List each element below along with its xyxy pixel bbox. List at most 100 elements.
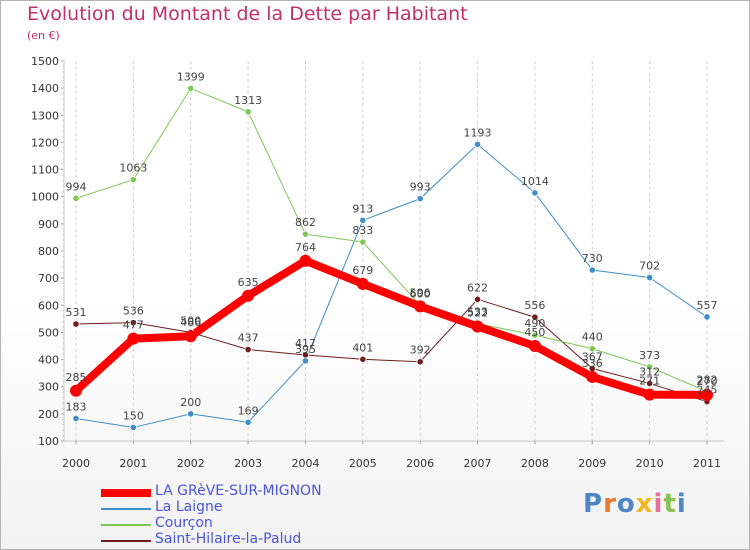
- data-point: [416, 195, 424, 203]
- data-point: [70, 384, 82, 397]
- data-label: 245: [697, 384, 718, 397]
- x-tick-label: 2010: [636, 457, 664, 470]
- data-label: 531: [66, 306, 87, 319]
- data-label: 596: [410, 286, 431, 299]
- data-label: 1063: [119, 162, 147, 175]
- legend-swatch: [101, 489, 151, 497]
- data-point: [646, 379, 654, 388]
- data-point: [588, 345, 596, 353]
- x-tick-label: 2006: [406, 457, 434, 470]
- y-tick-label: 1200: [31, 136, 59, 149]
- data-label: 1399: [177, 70, 205, 83]
- data-point: [359, 216, 367, 224]
- y-tick-label: 400: [38, 354, 59, 367]
- data-label: 183: [66, 400, 87, 413]
- logo-letter: i: [653, 489, 664, 519]
- y-tick-label: 200: [38, 408, 59, 421]
- data-point: [244, 108, 252, 116]
- data-label: 373: [639, 349, 660, 362]
- x-tick-label: 2002: [177, 457, 205, 470]
- data-label: 1014: [521, 175, 549, 188]
- data-label: 401: [352, 341, 373, 354]
- data-label: 270: [697, 375, 718, 388]
- data-point: [528, 340, 541, 352]
- x-tick-label: 2007: [464, 457, 492, 470]
- data-point: [72, 414, 80, 423]
- proxiti-logo: Proxiti: [583, 489, 687, 519]
- data-point: [187, 84, 195, 93]
- data-point: [588, 266, 596, 274]
- data-point: [701, 388, 713, 401]
- data-point: [127, 332, 140, 345]
- data-point: [129, 319, 137, 327]
- data-label: 994: [66, 180, 87, 193]
- data-label: 282: [697, 374, 718, 387]
- legend-label: La Laigne: [155, 499, 223, 515]
- chart-subtitle: (en €): [27, 29, 60, 42]
- data-point: [703, 313, 711, 321]
- data-label: 450: [524, 326, 545, 339]
- data-point: [643, 388, 656, 401]
- y-tick-label: 1300: [31, 109, 59, 122]
- data-point: [301, 230, 310, 238]
- data-label: 557: [697, 299, 718, 312]
- x-tick-label: 2004: [291, 457, 319, 470]
- x-tick-label: 2005: [349, 457, 377, 470]
- data-point: [359, 238, 367, 246]
- data-point: [359, 355, 367, 363]
- legend-swatch: [101, 508, 151, 510]
- data-label: 764: [295, 241, 316, 254]
- line-chart: 1500140013001200110010009008007006005004…: [31, 55, 724, 470]
- data-label: 395: [295, 343, 316, 356]
- y-tick-label: 1100: [31, 164, 59, 177]
- data-label: 556: [524, 299, 545, 312]
- data-label: 271: [639, 375, 660, 388]
- logo-letter: x: [635, 489, 654, 519]
- y-tick-label: 300: [38, 381, 59, 394]
- series-line: [72, 256, 711, 399]
- data-label: 833: [352, 224, 373, 237]
- data-point: [473, 295, 482, 303]
- data-point: [184, 330, 197, 343]
- data-label: 600: [410, 287, 431, 300]
- data-label: 437: [238, 332, 259, 345]
- data-point: [72, 194, 80, 202]
- data-point: [471, 320, 484, 333]
- y-tick-label: 900: [38, 218, 59, 231]
- data-label: 486: [180, 316, 201, 329]
- data-point: [646, 363, 654, 371]
- y-tick-label: 1500: [31, 55, 59, 68]
- data-label: 536: [123, 305, 144, 318]
- data-point: [531, 313, 539, 321]
- data-point: [299, 254, 312, 267]
- data-label: 730: [582, 252, 603, 265]
- x-tick-label: 2009: [578, 457, 606, 470]
- data-point: [244, 418, 252, 426]
- legend-label: Saint-Hilaire-la-Palud: [155, 531, 302, 547]
- data-label: 392: [410, 344, 431, 357]
- y-tick-label: 1400: [31, 82, 59, 95]
- legend-swatch: [101, 540, 151, 542]
- data-point: [416, 358, 424, 366]
- data-point: [414, 300, 427, 313]
- x-tick-label: 2011: [693, 457, 721, 470]
- data-label: 150: [123, 409, 144, 422]
- data-label: 477: [123, 319, 144, 332]
- series-line: [75, 298, 708, 403]
- data-label: 367: [582, 351, 603, 364]
- x-tick-label: 2008: [521, 457, 549, 470]
- data-point: [646, 273, 654, 282]
- data-point: [586, 370, 599, 383]
- data-label: 635: [238, 276, 259, 289]
- data-label: 862: [295, 216, 316, 229]
- data-label: 285: [66, 371, 87, 384]
- data-label: 490: [524, 317, 545, 330]
- y-tick-label: 600: [38, 299, 59, 312]
- data-label: 679: [352, 264, 373, 277]
- x-tick-label: 2001: [119, 457, 147, 470]
- data-point: [187, 410, 195, 418]
- series-line: [75, 143, 708, 428]
- data-point: [129, 423, 137, 432]
- data-label: 913: [352, 202, 373, 215]
